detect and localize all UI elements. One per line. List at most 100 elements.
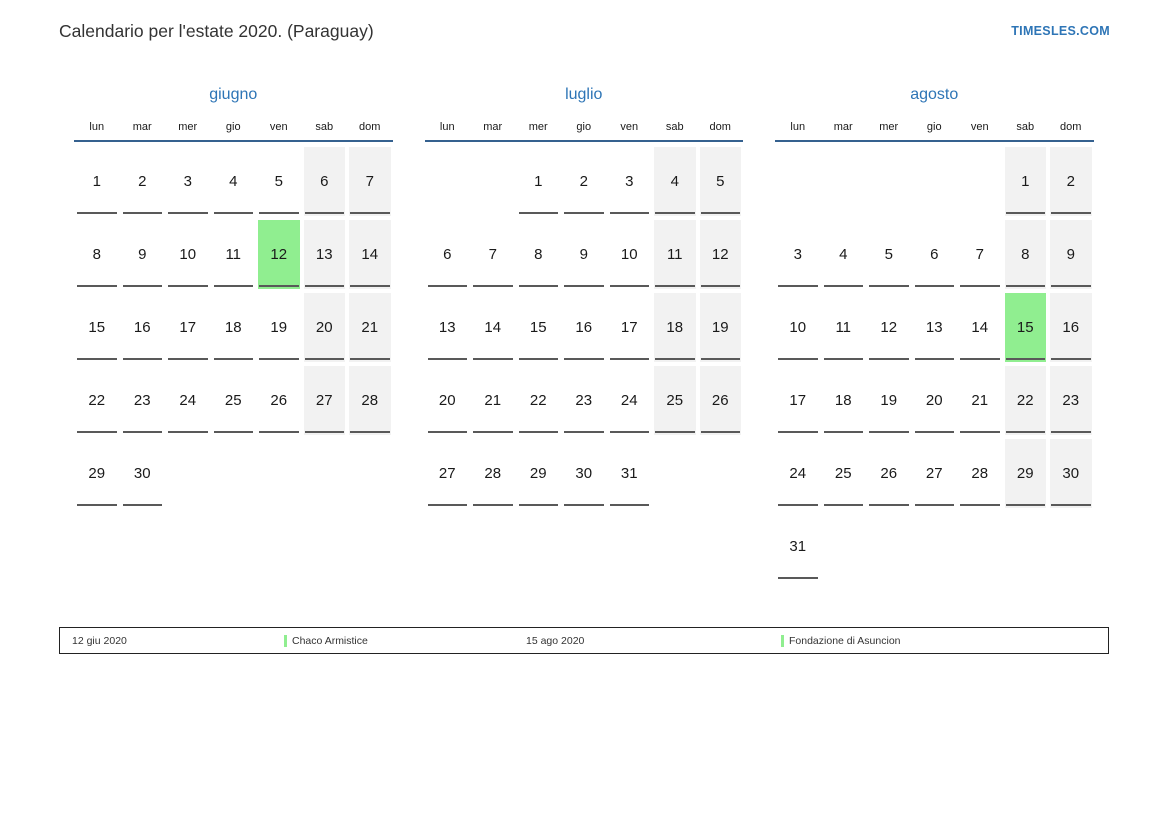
day-underline (473, 504, 513, 506)
day-number: 15 (88, 319, 106, 336)
day-cell: 2 (561, 145, 607, 218)
day-underline (518, 431, 558, 433)
day-cell: 17 (165, 291, 211, 364)
day-underline (473, 285, 513, 287)
day-underline (609, 212, 649, 214)
day-cell: 24 (165, 364, 211, 437)
weekday-label: lun (439, 121, 455, 133)
day-cell: 2 (1048, 145, 1094, 218)
day-cell: 16 (1048, 291, 1094, 364)
day-cell: 4 (652, 145, 698, 218)
day-number: 23 (133, 392, 151, 409)
day-cell: 2 (120, 145, 166, 218)
empty-day-cell (866, 145, 912, 218)
weekend-shading (1050, 147, 1092, 216)
day-number: 10 (620, 246, 638, 263)
weekday-label: sab (315, 121, 334, 133)
day-cell: 8 (1003, 218, 1049, 291)
day-underline (1051, 358, 1091, 360)
day-cell: 26 (698, 364, 744, 437)
day-underline (960, 431, 1000, 433)
week-row: 27 28 29 30 31 (425, 437, 744, 510)
day-cell: 5 (256, 145, 302, 218)
day-number: 20 (438, 392, 456, 409)
day-underline (427, 285, 467, 287)
day-number: 6 (320, 173, 329, 190)
empty-day-cell (775, 145, 821, 218)
day-number: 23 (575, 392, 593, 409)
day-cell: 14 (347, 218, 393, 291)
week-row: 17 18 19 20 21 22 23 (775, 364, 1094, 437)
day-underline (304, 285, 344, 287)
day-number: 12 (711, 246, 729, 263)
day-underline (122, 431, 162, 433)
day-underline (122, 285, 162, 287)
day-underline (778, 577, 818, 579)
week-row: 1 2 3 4 5 (425, 145, 744, 218)
day-underline (564, 504, 604, 506)
day-underline (168, 285, 208, 287)
day-cell: 4 (211, 145, 257, 218)
day-cell: 27 (302, 364, 348, 437)
day-underline (869, 504, 909, 506)
day-cell: 30 (120, 437, 166, 510)
day-number: 29 (529, 465, 547, 482)
day-cell: 10 (165, 218, 211, 291)
day-number: 30 (133, 465, 151, 482)
day-underline (869, 358, 909, 360)
day-cell: 15 (1003, 291, 1049, 364)
day-cell: 17 (775, 364, 821, 437)
month-title: luglio (565, 86, 603, 103)
site-link[interactable]: TIMESLES.COM (1011, 24, 1110, 38)
day-number: 23 (1062, 392, 1080, 409)
day-underline (823, 431, 863, 433)
day-number: 17 (620, 319, 638, 336)
day-cell: 3 (775, 218, 821, 291)
day-number: 1 (534, 173, 543, 190)
day-cell: 23 (1048, 364, 1094, 437)
day-cell: 3 (607, 145, 653, 218)
day-cell: 24 (607, 364, 653, 437)
day-cell: 20 (425, 364, 471, 437)
day-underline (960, 504, 1000, 506)
day-underline (213, 358, 253, 360)
day-cell: 13 (425, 291, 471, 364)
legend-holiday: Chaco Armistice (284, 634, 368, 647)
empty-day-cell (698, 437, 744, 510)
weekday-label: gio (576, 121, 592, 133)
day-number: 2 (138, 173, 147, 190)
day-number: 10 (789, 319, 807, 336)
day-number: 3 (183, 173, 192, 190)
weekend-shading (654, 366, 696, 435)
day-underline (427, 504, 467, 506)
day-number: 16 (1062, 319, 1080, 336)
day-underline (914, 504, 954, 506)
weekday-label: mar (132, 121, 152, 133)
weekend-shading (699, 293, 741, 362)
month-calendar: agosto lun mar mer gio ven sab dom 1 2 3 4 5 6 7 8 9 10 11… (775, 84, 1094, 583)
day-number: 13 (315, 246, 333, 263)
day-cell: 21 (347, 291, 393, 364)
day-number: 16 (575, 319, 593, 336)
day-underline (427, 431, 467, 433)
weeks-container: 1 2 3 4 5 6 7 8 9 10 11 12 13 14 15 16 17 18 19 20 21 22 23 24 2… (425, 145, 744, 510)
day-cell: 21 (470, 364, 516, 437)
day-cell: 19 (698, 291, 744, 364)
day-number: 30 (1062, 465, 1080, 482)
day-underline (213, 431, 253, 433)
day-number: 12 (270, 246, 288, 263)
weekend-shading (1050, 439, 1092, 508)
weekday-label: ven (620, 121, 639, 133)
day-underline (564, 285, 604, 287)
day-cell: 16 (561, 291, 607, 364)
day-cell: 31 (775, 510, 821, 583)
day-number: 17 (179, 319, 197, 336)
day-cell: 17 (607, 291, 653, 364)
day-underline (77, 285, 117, 287)
day-underline (350, 358, 390, 360)
weekend-shading (1004, 366, 1046, 435)
day-underline (1051, 212, 1091, 214)
weekday-label: gio (926, 121, 942, 133)
day-cell: 15 (516, 291, 562, 364)
day-cell: 14 (957, 291, 1003, 364)
